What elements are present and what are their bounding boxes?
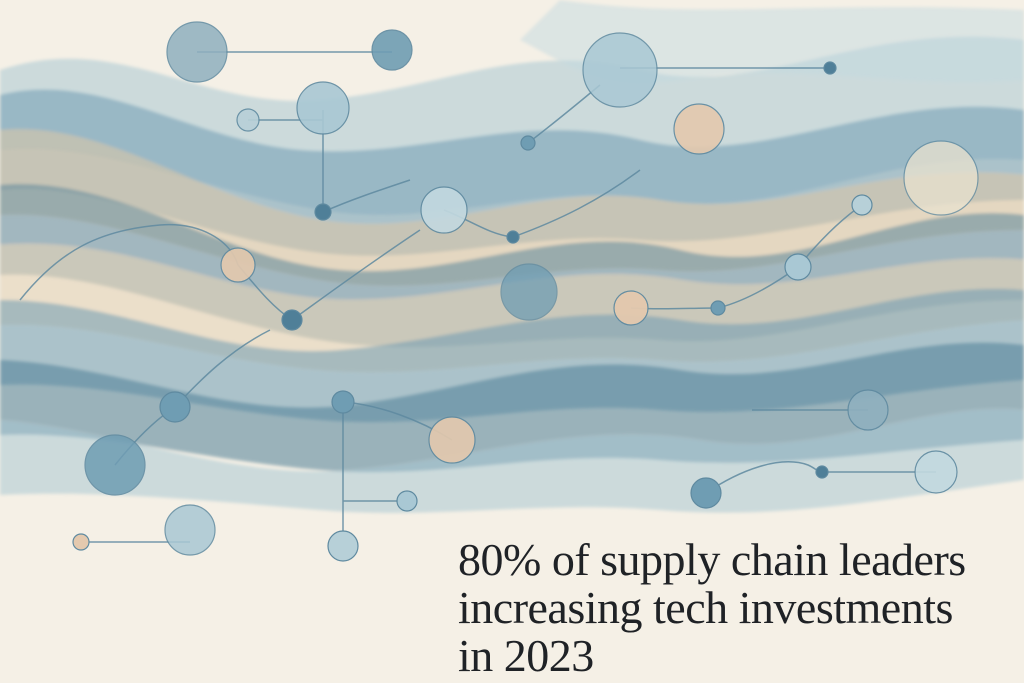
network-node	[673, 103, 725, 155]
network-node	[281, 309, 303, 331]
network-node	[164, 504, 216, 556]
headline-line-1: 80% of supply chain leaders	[458, 534, 966, 585]
wave-band	[0, 408, 1024, 513]
network-node	[710, 300, 726, 316]
headline-line-2: increasing tech investments	[458, 582, 953, 633]
network-node	[220, 247, 256, 283]
network-node	[613, 290, 649, 326]
network-node	[520, 135, 536, 151]
network-node	[236, 108, 260, 132]
network-node	[420, 186, 468, 234]
network-node	[903, 140, 979, 216]
network-node	[371, 29, 413, 71]
wave-band	[0, 129, 1024, 286]
headline-text: 80% of supply chain leaders increasing t…	[458, 536, 1024, 680]
network-node	[914, 450, 958, 494]
network-node	[159, 391, 191, 423]
network-node	[690, 477, 722, 509]
network-nodes	[72, 21, 979, 562]
network-node	[396, 490, 418, 512]
network-node	[166, 21, 228, 83]
network-node	[851, 194, 873, 216]
network-node	[314, 203, 332, 221]
network-node	[500, 263, 558, 321]
network-node	[823, 61, 837, 75]
network-node	[296, 81, 350, 135]
network-node	[331, 390, 355, 414]
network-node	[84, 434, 146, 496]
network-node	[327, 530, 359, 562]
network-node	[72, 533, 90, 551]
network-node	[506, 230, 520, 244]
network-node	[428, 416, 476, 464]
wave-bands	[0, 0, 1024, 513]
network-node	[582, 32, 658, 108]
network-node	[784, 253, 812, 281]
wave-band	[0, 342, 1024, 473]
network-node	[847, 389, 889, 431]
network-node	[815, 465, 829, 479]
headline-line-3: in 2023	[458, 630, 594, 681]
